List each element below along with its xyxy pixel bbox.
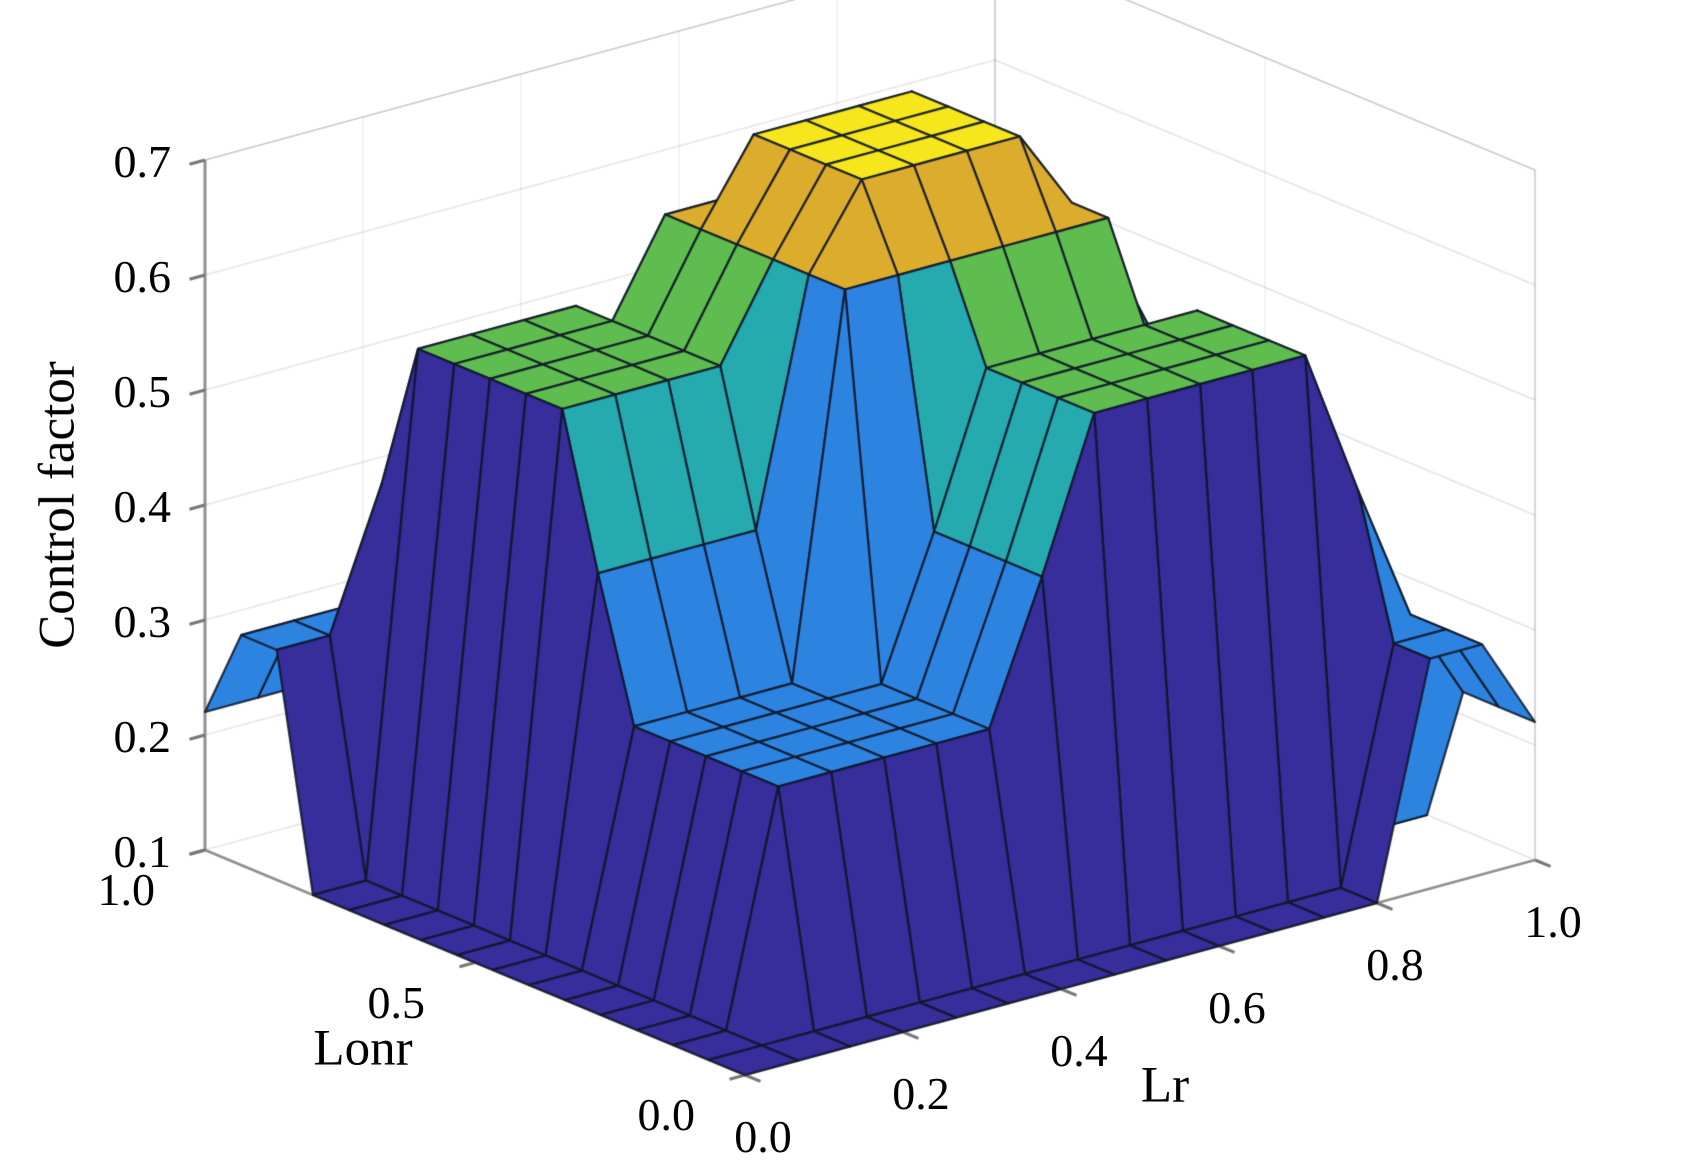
x-tick-label: 0.4 <box>1050 1025 1108 1076</box>
z-tick-label: 0.3 <box>113 596 172 647</box>
y-axis-label: Lonr <box>313 1020 413 1077</box>
x-axis-label: Lr <box>1140 1057 1190 1113</box>
x-tick-label: 0.2 <box>892 1068 950 1119</box>
x-tick-label: 0.0 <box>734 1111 792 1162</box>
z-tick-label: 0.7 <box>113 136 172 187</box>
z-axis-label: Control factor <box>29 361 86 649</box>
y-tick-label: 0.0 <box>637 1089 696 1140</box>
x-tick-label: 0.6 <box>1208 982 1266 1033</box>
x-tick-label: 1.0 <box>1524 896 1582 947</box>
z-tick-label: 0.6 <box>113 251 172 302</box>
x-tick-label: 0.8 <box>1366 939 1424 990</box>
y-tick-label: 1.0 <box>97 864 156 915</box>
z-tick-label: 0.4 <box>113 481 172 532</box>
z-tick-label: 0.5 <box>113 366 172 417</box>
z-tick-label: 0.2 <box>113 711 172 762</box>
y-tick-label: 0.5 <box>367 976 426 1028</box>
z-tick-label: 0.1 <box>113 826 172 877</box>
